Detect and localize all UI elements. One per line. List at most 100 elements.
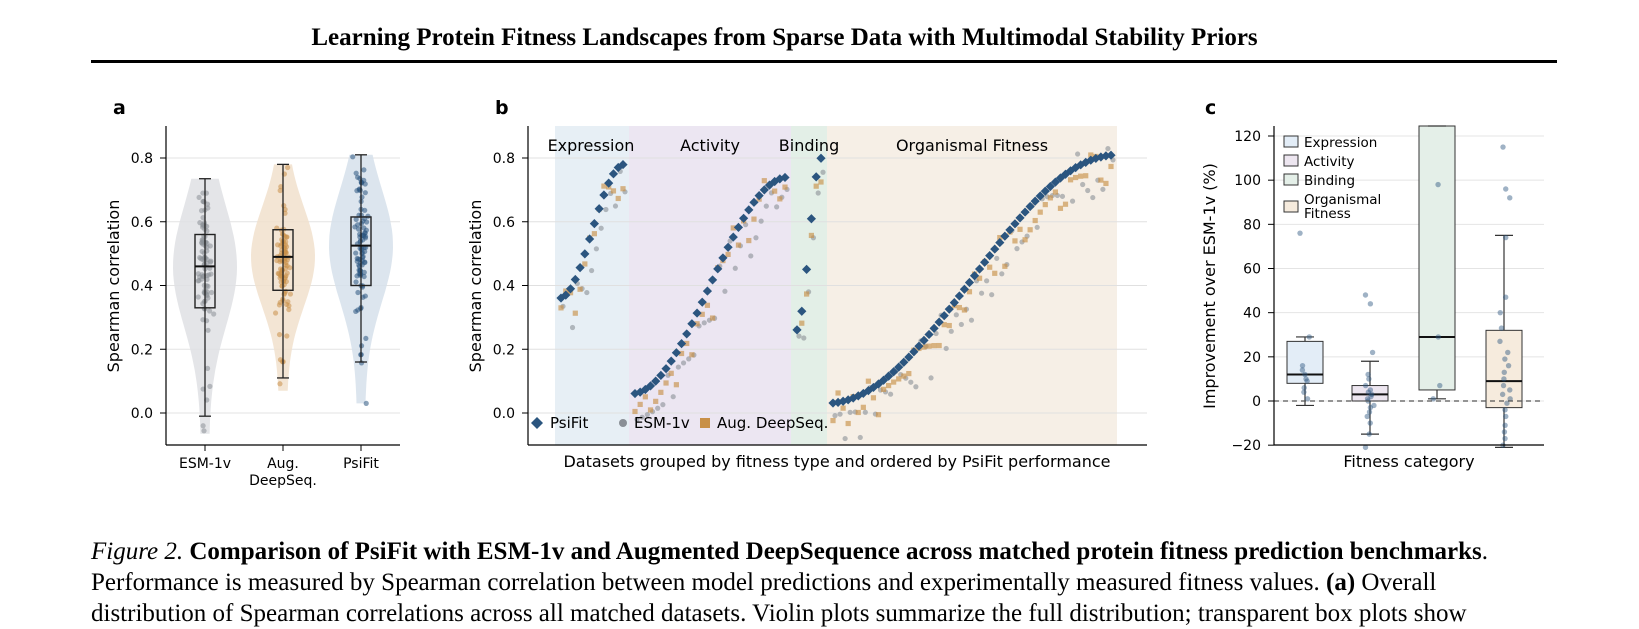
- data-point: [195, 294, 201, 300]
- data-point: [1437, 382, 1443, 389]
- panel-c-x-label: Fitness category: [1343, 452, 1474, 471]
- deepseq-point: [1103, 180, 1109, 187]
- data-point: [282, 210, 288, 216]
- data-point: [361, 225, 367, 231]
- deepseq-point: [709, 315, 716, 321]
- psifit-point: [640, 384, 650, 395]
- esm-point: [722, 288, 728, 294]
- panel-a-x-ticks: ESM-1v Aug.DeepSeq. PsiFit: [179, 445, 379, 489]
- caption-title: Comparison of PsiFit with ESM-1v and Aug…: [189, 538, 1482, 565]
- deepseq-point: [699, 311, 705, 317]
- deepseq-point: [663, 380, 669, 386]
- deepseq-point: [976, 275, 983, 281]
- panel-b-label: b: [495, 97, 509, 119]
- data-point: [355, 289, 361, 296]
- data-point: [1365, 389, 1372, 395]
- psifit-point: [909, 347, 919, 357]
- psifit-point: [630, 388, 640, 399]
- esm-point: [948, 328, 954, 334]
- data-point: [201, 282, 207, 288]
- esm-point: [660, 402, 666, 408]
- psifit-point: [990, 244, 1000, 254]
- deepseq-point: [637, 401, 643, 408]
- data-point: [287, 291, 294, 297]
- data-point: [363, 400, 369, 406]
- box: [194, 233, 216, 309]
- panel-a-points: [195, 154, 371, 434]
- psifit-point: [919, 335, 929, 346]
- data-point: [204, 292, 210, 299]
- group-label: Binding: [779, 136, 839, 155]
- data-point: [1302, 371, 1308, 378]
- y-tick-label: 0.4: [131, 279, 153, 295]
- data-point: [1301, 389, 1307, 395]
- esm-point: [832, 413, 838, 419]
- esm-point: [1100, 186, 1106, 192]
- esm-point: [857, 434, 863, 441]
- y-tick-label: −20: [1231, 438, 1261, 454]
- data-point: [1299, 362, 1306, 369]
- data-point: [365, 213, 371, 219]
- data-point: [362, 190, 368, 196]
- deepseq-point: [689, 352, 695, 358]
- psifit-point: [733, 222, 744, 232]
- deepseq-point: [921, 344, 927, 350]
- panel-b-x-label: Datasets grouped by fitness type and ord…: [563, 452, 1110, 471]
- data-point: [1367, 404, 1374, 411]
- psifit-point: [889, 367, 899, 377]
- data-point: [199, 248, 205, 255]
- data-point: [207, 383, 213, 389]
- box: [1418, 125, 1456, 391]
- deepseq-point: [761, 178, 767, 184]
- esm-point: [1069, 198, 1076, 204]
- figure-2: a 0.0 0.2 0.4 0.6 0.8 ESM-1v Aug.DeepSeq. PsiF…: [104, 97, 1544, 489]
- panel-b-y-label: Spearman correlation: [466, 200, 485, 373]
- data-point: [1507, 387, 1513, 393]
- box: [350, 216, 372, 287]
- deepseq-point: [642, 394, 648, 400]
- psifit-point: [974, 264, 985, 274]
- psifit-point: [749, 197, 759, 207]
- psifit-point: [833, 397, 843, 407]
- deepseq-point: [658, 389, 664, 395]
- data-point: [201, 306, 207, 312]
- deepseq-point: [577, 286, 583, 292]
- data-point: [208, 271, 214, 277]
- data-point: [197, 220, 203, 226]
- y-tick-label: 0.6: [493, 215, 515, 231]
- data-point: [1503, 413, 1509, 420]
- psifit-point: [739, 213, 749, 223]
- data-point: [1367, 420, 1373, 426]
- psifit-point: [1106, 150, 1116, 160]
- data-point: [1371, 402, 1377, 409]
- legend-swatch: [1283, 173, 1299, 186]
- deepseq-point: [813, 183, 819, 189]
- psifit-point: [1015, 213, 1025, 223]
- deepseq-point: [956, 304, 962, 311]
- deepseq-point: [808, 232, 814, 239]
- legend-swatch: [1283, 200, 1299, 213]
- esm-point: [701, 320, 707, 326]
- data-point: [200, 317, 206, 323]
- y-tick-label: 100: [1234, 173, 1261, 189]
- data-point: [363, 335, 369, 342]
- figure-caption: Figure 2. Comparison of PsiFit with ESM-…: [91, 536, 1557, 629]
- deepseq-point: [830, 417, 836, 424]
- esm-point: [748, 253, 754, 259]
- deepseq-point: [591, 231, 597, 237]
- esm-point: [837, 411, 843, 417]
- deepseq-point: [1042, 201, 1048, 208]
- esm-point: [847, 409, 853, 415]
- deepseq-point: [870, 395, 877, 401]
- caption-sentence: Performance is measured by Spearman corr…: [91, 569, 1320, 596]
- legend-label: Activity: [1304, 154, 1355, 170]
- esm-point: [758, 218, 764, 224]
- y-tick-label: 0.8: [493, 151, 515, 167]
- legend-swatch: [1283, 154, 1299, 167]
- deepseq-point: [875, 412, 882, 418]
- esm-point: [958, 321, 964, 328]
- data-point: [1503, 234, 1509, 241]
- y-tick-label: 0: [1252, 394, 1261, 410]
- data-point: [196, 194, 202, 201]
- data-point: [353, 216, 359, 222]
